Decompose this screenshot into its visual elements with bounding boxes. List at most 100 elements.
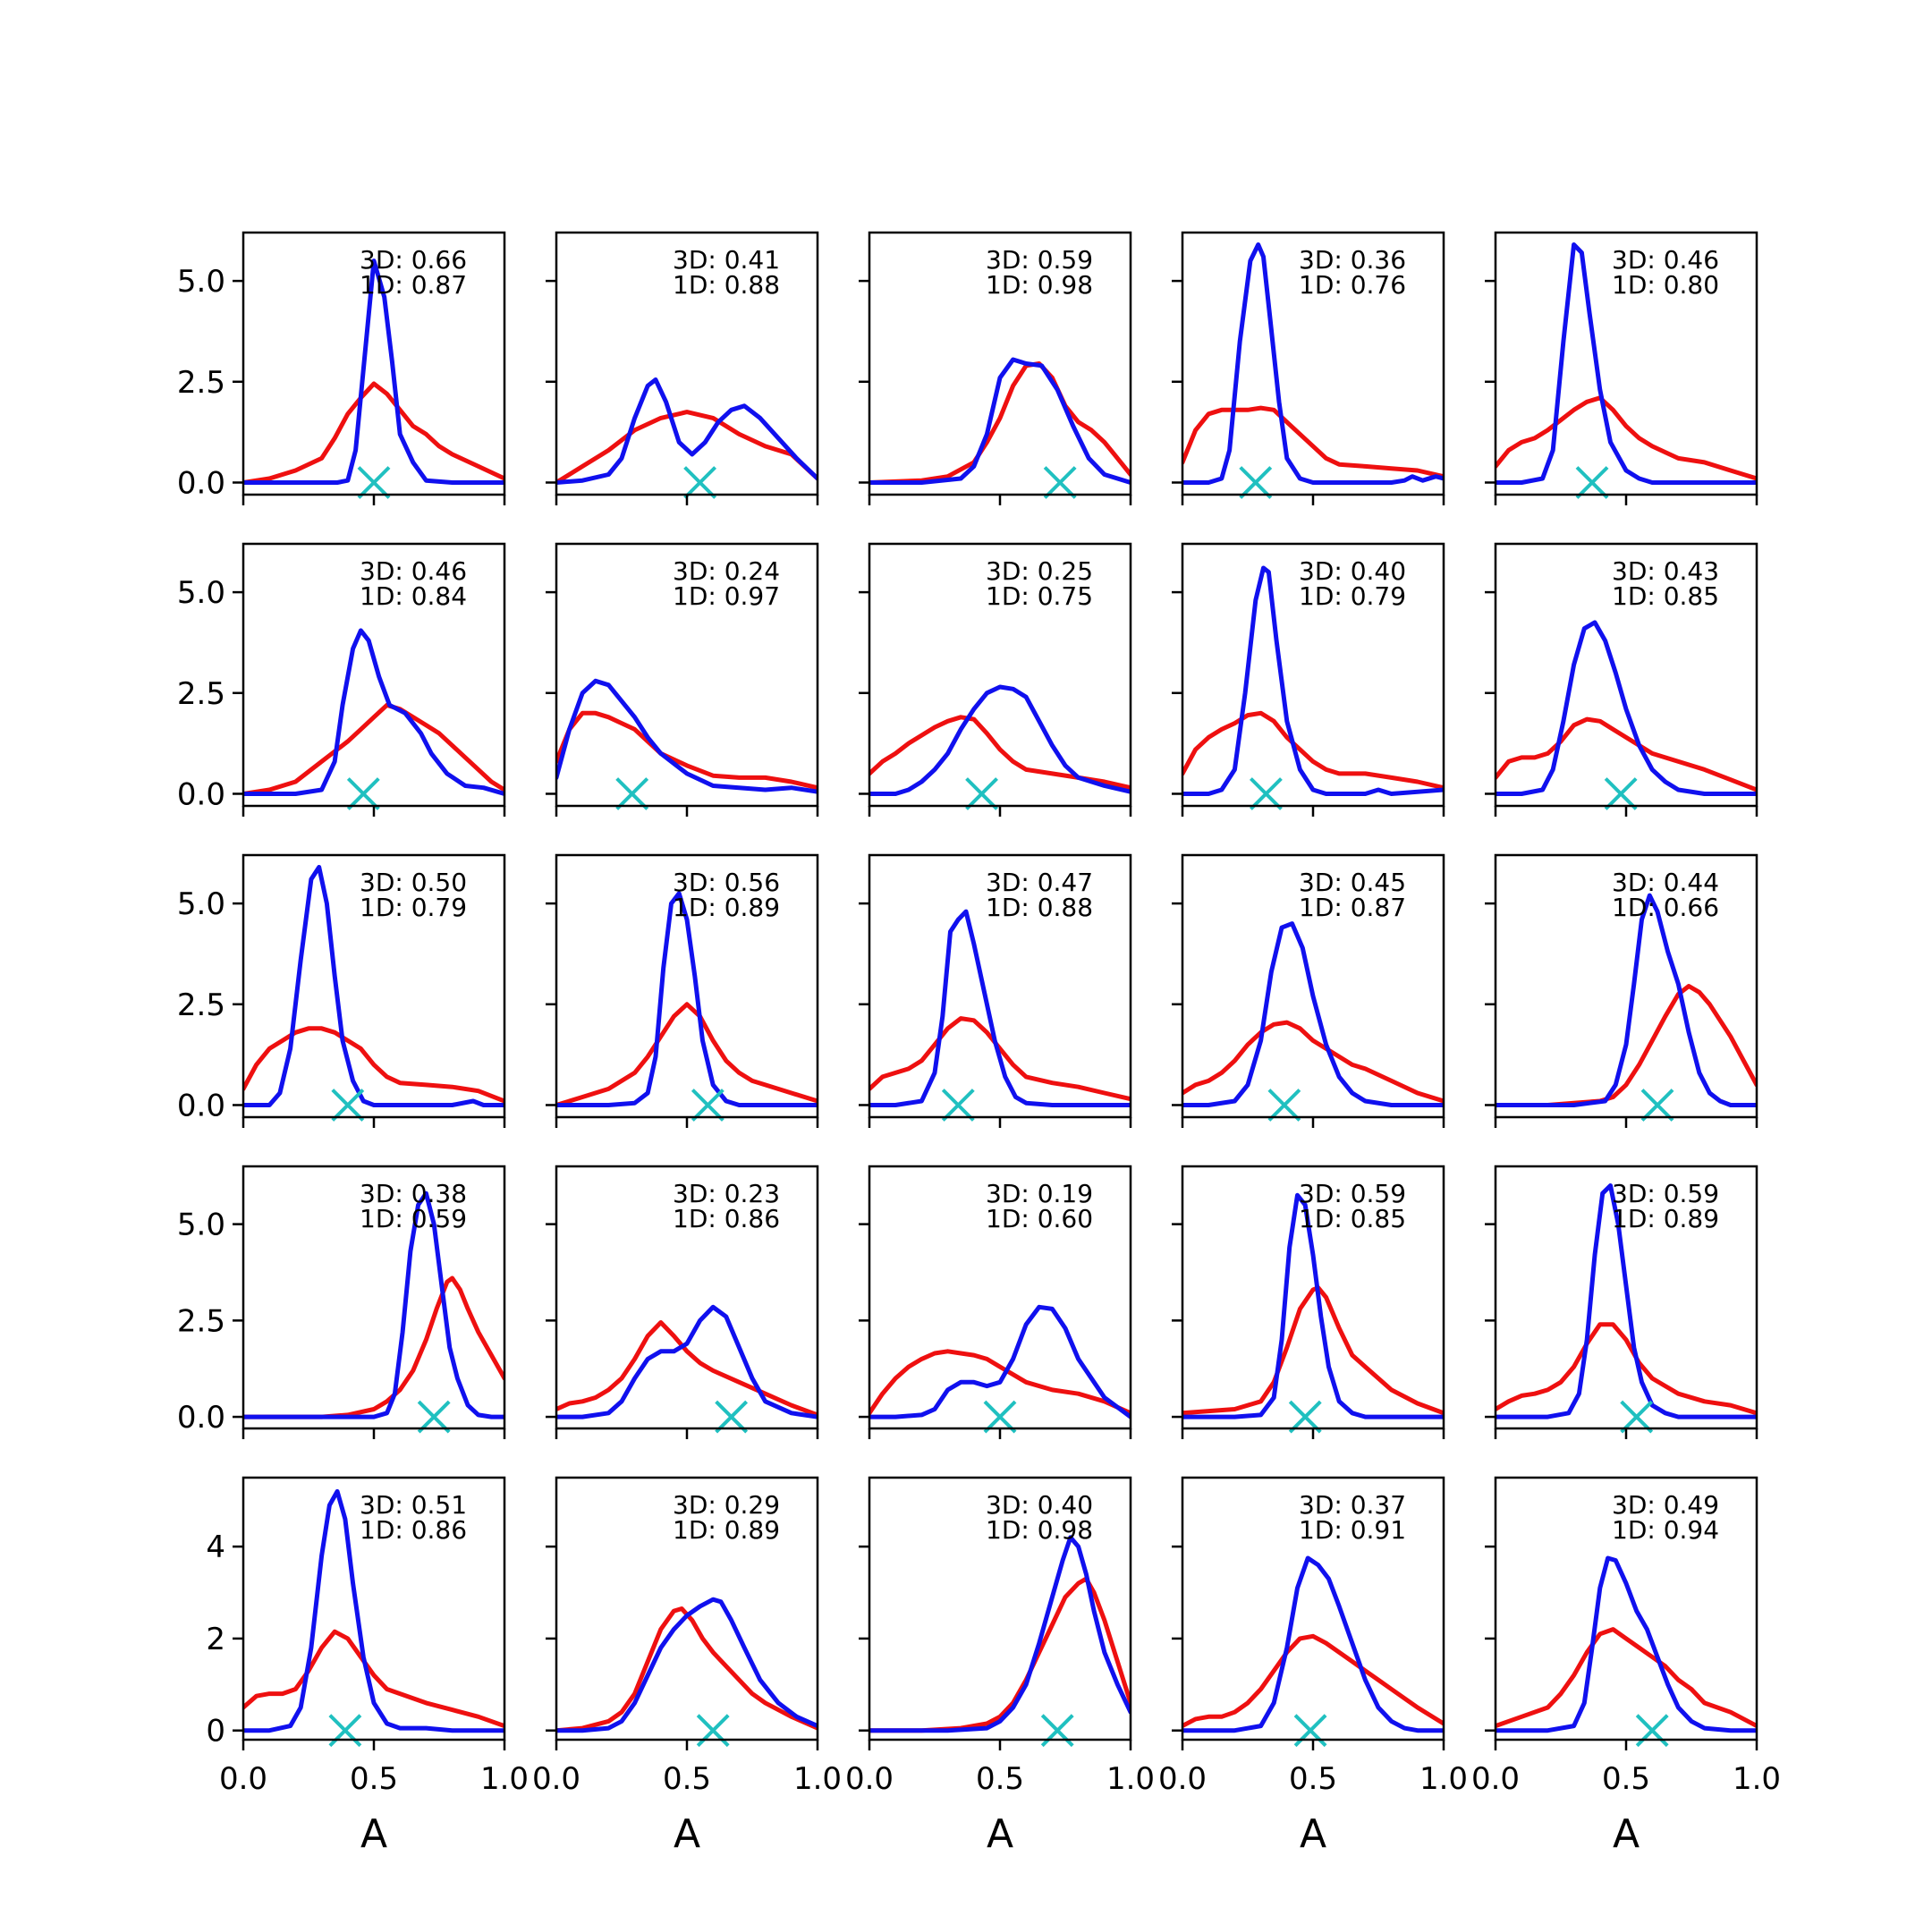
y-tick-label: 0	[206, 1714, 225, 1750]
y-tick-label: 0.0	[177, 465, 225, 501]
score-3d-label: 3D: 0.46	[1612, 245, 1719, 275]
marker-x	[417, 1400, 451, 1434]
score-1d-label: 1D: 0.80	[1612, 270, 1719, 300]
series-1d-line	[556, 1002, 818, 1107]
y-tick-label: 4	[206, 1530, 225, 1565]
x-tick-label: 1.0	[1106, 1761, 1155, 1797]
marker-x	[1575, 466, 1609, 499]
series-3d-line	[1496, 1183, 1757, 1419]
score-3d-label: 3D: 0.19	[986, 1179, 1093, 1208]
score-1d-label: 1D: 0.98	[986, 1515, 1093, 1545]
x-tick-label: 0.5	[350, 1761, 398, 1797]
score-3d-label: 3D: 0.23	[673, 1179, 780, 1208]
score-1d-label: 1D: 0.89	[673, 1515, 780, 1545]
x-axis-label: A	[674, 1811, 700, 1857]
series-3d-line	[869, 684, 1131, 796]
marker-x	[357, 466, 391, 499]
marker-x-stroke-b	[417, 1400, 451, 1434]
series-1d-line	[556, 410, 818, 485]
score-1d-label: 1D: 0.91	[1299, 1515, 1406, 1545]
marker-x-stroke-b	[1575, 466, 1609, 499]
score-3d-label: 3D: 0.51	[360, 1490, 467, 1520]
x-tick-label: 0.5	[1289, 1761, 1337, 1797]
score-3d-label: 3D: 0.59	[986, 245, 1093, 275]
x-tick-label: 1.0	[1733, 1761, 1781, 1797]
series-1d-line	[1182, 1020, 1444, 1104]
marker-x	[1267, 1089, 1301, 1122]
marker-x-stroke-b	[615, 777, 649, 810]
score-1d-label: 1D: 0.59	[360, 1204, 467, 1233]
series-3d-line	[1496, 893, 1757, 1107]
series-1d-line	[869, 1349, 1131, 1416]
marker-x-stroke-b	[1640, 1089, 1674, 1122]
x-tick-label: 1.0	[480, 1761, 529, 1797]
x-tick-label: 0.0	[845, 1761, 894, 1797]
score-3d-label: 3D: 0.43	[1612, 556, 1719, 586]
series-3d-line	[243, 628, 504, 796]
score-1d-label: 1D: 0.87	[360, 270, 467, 300]
series-3d-line	[556, 678, 818, 794]
score-1d-label: 1D: 0.86	[673, 1204, 780, 1233]
marker-x-stroke-b	[1288, 1400, 1322, 1434]
marker-x-stroke-b	[1043, 466, 1077, 499]
score-3d-label: 3D: 0.40	[1299, 556, 1406, 586]
score-3d-label: 3D: 0.37	[1299, 1490, 1406, 1520]
score-1d-label: 1D: 0.94	[1612, 1515, 1719, 1545]
x-tick-label: 0.0	[1158, 1761, 1207, 1797]
marker-x	[346, 777, 380, 810]
marker-x-stroke-b	[1267, 1089, 1301, 1122]
series-3d-line	[869, 1535, 1131, 1733]
score-3d-label: 3D: 0.47	[986, 868, 1093, 897]
series-1d-line	[869, 1576, 1131, 1733]
x-tick-label: 0.5	[663, 1761, 711, 1797]
marker-x	[1250, 777, 1283, 810]
series-1d-line	[1496, 1627, 1757, 1729]
marker-x	[1288, 1400, 1322, 1434]
series-1d-line	[1496, 716, 1757, 792]
series-3d-line	[243, 1488, 504, 1733]
score-3d-label: 3D: 0.29	[673, 1490, 780, 1520]
y-tick-label: 0.0	[177, 1088, 225, 1123]
y-tick-label: 5.0	[177, 1208, 225, 1243]
marker-x	[615, 777, 649, 810]
x-tick-label: 0.5	[1602, 1761, 1650, 1797]
score-1d-label: 1D: 0.98	[986, 270, 1093, 300]
y-tick-label: 2.5	[177, 987, 225, 1023]
x-tick-label: 0.0	[532, 1761, 580, 1797]
score-1d-label: 1D: 0.85	[1612, 581, 1719, 611]
y-tick-label: 5.0	[177, 575, 225, 611]
score-1d-label: 1D: 0.79	[1299, 581, 1406, 611]
marker-x	[331, 1089, 365, 1122]
marker-x	[1043, 466, 1077, 499]
score-1d-label: 1D: 0.60	[986, 1204, 1093, 1233]
y-tick-label: 0.0	[177, 776, 225, 812]
y-tick-label: 0.0	[177, 1400, 225, 1436]
marker-x	[1239, 466, 1273, 499]
marker-x	[965, 777, 998, 810]
marker-x-stroke-b	[691, 1089, 724, 1122]
series-3d-line	[556, 377, 818, 485]
marker-x	[941, 1089, 975, 1122]
series-3d-line	[1182, 1555, 1444, 1733]
y-tick-label: 2.5	[177, 1303, 225, 1339]
series-1d-line	[1182, 405, 1444, 479]
score-1d-label: 1D: 0.97	[673, 581, 780, 611]
x-tick-label: 1.0	[793, 1761, 842, 1797]
x-tick-label: 1.0	[1419, 1761, 1468, 1797]
score-3d-label: 3D: 0.41	[673, 245, 780, 275]
